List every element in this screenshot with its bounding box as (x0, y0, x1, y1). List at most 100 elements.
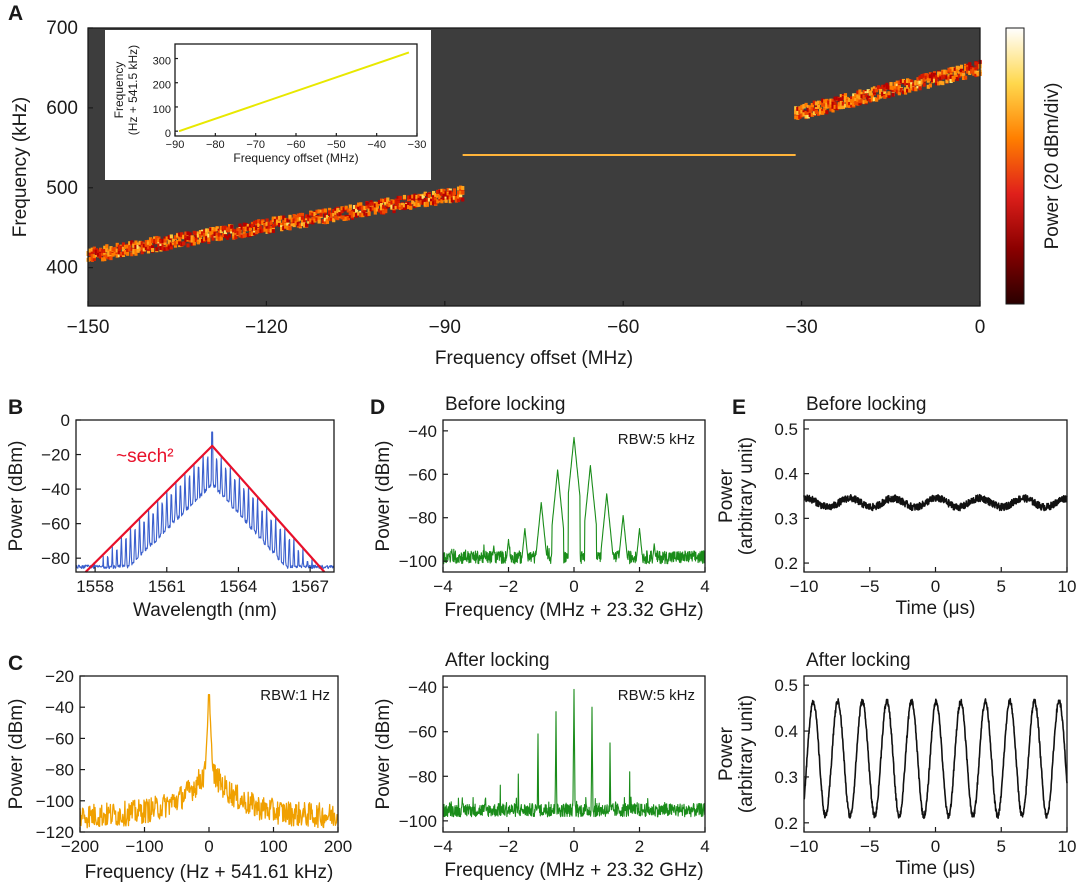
heat-pixel (895, 80, 899, 85)
heat-pixel (350, 211, 355, 216)
heat-pixel (802, 104, 806, 109)
heat-pixel (804, 102, 808, 107)
plot-frame (174, 43, 418, 137)
heat-pixel (180, 232, 184, 237)
heat-pixel (121, 242, 126, 247)
heat-pixel (282, 221, 286, 226)
heat-pixel (253, 226, 257, 231)
heat-pixel (175, 240, 180, 245)
heat-pixel (369, 201, 373, 206)
heat-pixel (371, 201, 375, 206)
heat-pixel (280, 215, 284, 220)
y-tick-label: 500 (46, 178, 78, 199)
heat-pixel (103, 245, 107, 250)
heat-pixel (831, 101, 835, 106)
heat-pixel (949, 72, 953, 77)
heat-pixel (184, 236, 188, 241)
heat-pixel (868, 90, 872, 95)
heat-pixel (261, 228, 265, 233)
heat-pixel (217, 230, 221, 235)
heat-pixel (327, 207, 332, 212)
x-tick-label: −30 (785, 317, 817, 338)
heat-pixel (373, 207, 377, 212)
heat-pixel (255, 230, 259, 235)
heat-pixel (330, 213, 334, 218)
heat-pixel (899, 87, 903, 92)
heat-pixel (357, 211, 361, 216)
heat-pixel (910, 84, 914, 89)
heat-pixel (111, 247, 115, 252)
heat-pixel (234, 235, 238, 240)
heat-pixel (848, 103, 852, 108)
heat-pixel (819, 110, 823, 115)
x-axis-label: Frequency (MHz + 23.32 GHz) (444, 600, 703, 621)
heat-pixel (188, 236, 192, 241)
heat-pixel (236, 227, 240, 232)
heat-pixel (928, 77, 932, 82)
heat-pixel (215, 235, 219, 240)
panel-letter-c: C (8, 652, 23, 675)
heat-pixel (232, 228, 236, 233)
heat-pixel (874, 97, 879, 102)
heat-pixel (808, 109, 812, 114)
heat-pixel (280, 222, 284, 227)
heat-pixel (798, 115, 802, 120)
y-tick-label: 0.2 (774, 554, 798, 573)
heat-pixel (350, 213, 355, 218)
heat-pixel (459, 190, 463, 195)
heat-pixel (359, 202, 363, 207)
heat-pixel (850, 99, 854, 104)
heat-pixel (434, 197, 438, 202)
heat-pixel (282, 215, 286, 220)
heat-pixel (839, 100, 843, 105)
heat-pixel (271, 223, 275, 228)
heat-pixel (284, 224, 288, 229)
heat-pixel (307, 219, 311, 224)
heat-pixel (972, 67, 976, 72)
heat-pixel (232, 234, 236, 239)
heat-pixel (348, 204, 352, 209)
heat-pixel (352, 207, 357, 212)
heat-pixel (872, 97, 877, 102)
heat-pixel (250, 224, 255, 229)
heat-pixel (939, 71, 943, 76)
heat-pixel (928, 72, 932, 77)
heat-pixel (126, 251, 130, 256)
heat-pixel (870, 87, 874, 92)
heat-pixel (968, 70, 972, 75)
heat-pixel (269, 226, 273, 231)
heat-pixel (253, 220, 257, 225)
x-tick-label: 1564 (220, 577, 258, 596)
heat-pixel (348, 210, 352, 215)
heat-pixel (323, 208, 327, 213)
heat-pixel (323, 213, 327, 218)
heat-pixel (334, 215, 338, 220)
heat-pixel (893, 81, 897, 86)
heat-pixel (833, 104, 837, 109)
heat-pixel (889, 85, 893, 90)
heat-pixel (810, 107, 814, 112)
heat-pixel (192, 230, 196, 235)
heat-pixel (974, 69, 978, 74)
heat-pixel (438, 195, 442, 200)
heat-pixel (228, 226, 232, 231)
heat-pixel (286, 218, 290, 223)
heat-pixel (937, 71, 941, 76)
heat-pixel (800, 110, 804, 115)
heat-pixel (228, 228, 232, 233)
heat-pixel (296, 217, 300, 222)
heat-pixel (357, 205, 361, 210)
heat-pixel (413, 193, 417, 198)
panel-letter-d: D (370, 396, 385, 419)
heat-pixel (363, 206, 367, 211)
heat-pixel (868, 98, 872, 103)
heat-pixel (806, 114, 810, 119)
heat-pixel (421, 194, 425, 199)
y-tick-label: −20 (45, 667, 74, 686)
heat-pixel (290, 222, 294, 227)
heat-pixel (96, 252, 101, 257)
heat-pixel (246, 226, 250, 231)
heat-pixel (194, 231, 198, 236)
heat-pixel (211, 226, 215, 231)
heat-pixel (323, 217, 327, 222)
